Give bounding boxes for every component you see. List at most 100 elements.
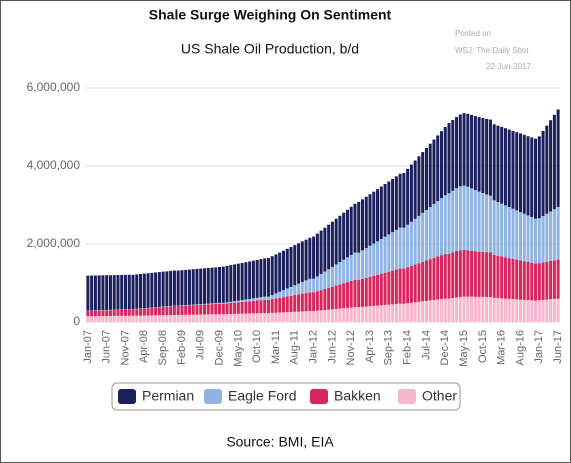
bar-segment	[123, 309, 128, 316]
bar-segment	[312, 236, 316, 279]
bar-segment	[116, 275, 120, 310]
bar-segment	[383, 184, 387, 237]
bar-segment	[187, 314, 191, 322]
bar-segment	[466, 186, 470, 251]
bar-segment	[315, 291, 319, 311]
bar-segment	[319, 230, 323, 274]
bar-segment	[184, 305, 188, 315]
bar-segment	[530, 217, 534, 263]
bar-segment	[522, 213, 526, 262]
bar-segment	[443, 253, 447, 299]
x-tick-label: Jun-12	[326, 330, 338, 364]
bar-segment	[229, 314, 233, 322]
bar-segment	[511, 299, 515, 322]
bar-segment	[293, 295, 297, 312]
bar-segment	[409, 265, 413, 303]
bar-segment	[86, 275, 90, 311]
bar-segment	[402, 227, 406, 269]
bar-segment	[187, 269, 191, 305]
bar-segment	[297, 311, 301, 322]
bar-segment	[402, 303, 406, 322]
bar-segment	[488, 195, 492, 253]
bar-segment	[214, 303, 218, 315]
annotation: WSJ: The Daily Shot	[455, 46, 529, 55]
legend-swatch	[398, 389, 416, 404]
bar-segment	[218, 314, 222, 322]
bar-segment	[255, 297, 259, 301]
bar-segment	[120, 274, 124, 310]
bar-segment	[199, 304, 203, 305]
bar-segment	[409, 302, 413, 322]
bar-segment	[394, 303, 398, 322]
bar-segment	[120, 309, 124, 316]
bar-segment	[221, 303, 225, 315]
bar-segment	[398, 268, 402, 304]
bar-segment	[195, 304, 199, 305]
bar-segment	[338, 284, 342, 309]
bar-segment	[522, 261, 526, 300]
bar-segment	[530, 262, 534, 301]
bar-segment	[120, 315, 124, 322]
bar-segment	[285, 288, 289, 297]
bar-segment	[236, 300, 240, 303]
bar-segment	[172, 270, 176, 306]
bar-segment	[541, 262, 545, 300]
bar-segment	[274, 298, 278, 313]
bar-segment	[353, 252, 357, 280]
bar-segment	[323, 310, 327, 322]
bar-segment	[236, 302, 240, 314]
bar-segment	[229, 265, 233, 302]
bar-segment	[462, 296, 466, 322]
bar-segment	[327, 224, 331, 270]
bar-segment	[233, 313, 237, 322]
bar-segment	[515, 210, 519, 260]
bar-segment	[500, 203, 504, 257]
x-tick-label: Nov-12	[345, 330, 357, 365]
bar-segment	[477, 296, 481, 322]
bar-segment	[451, 190, 455, 253]
bar-segment	[349, 281, 353, 308]
bar-segment	[195, 314, 199, 322]
bar-segment	[176, 314, 180, 322]
bar-segment	[142, 273, 146, 309]
bar-segment	[349, 307, 353, 322]
x-tick-label: Jul-09	[195, 330, 207, 360]
bar-segment	[165, 315, 169, 322]
bar-segment	[485, 194, 489, 253]
bar-segment	[225, 265, 229, 303]
bar-segment	[285, 248, 289, 289]
bar-segment	[323, 227, 327, 272]
bar-segment	[105, 310, 109, 316]
bar-segment	[391, 232, 395, 271]
bar-segment	[500, 126, 504, 204]
bar-segment	[210, 303, 214, 305]
bar-segment	[458, 114, 462, 187]
bar-segment	[458, 297, 462, 322]
bar-segment	[176, 306, 180, 315]
bar-segment	[304, 280, 308, 294]
legend-label: Permian	[142, 388, 194, 404]
bar-segment	[157, 307, 161, 316]
bar-segment	[473, 296, 477, 322]
bar-segment	[481, 251, 485, 297]
bar-segment	[488, 119, 492, 196]
bar-segment	[360, 278, 365, 307]
bar-segment	[248, 301, 252, 314]
bar-segment	[537, 300, 541, 322]
bar-segment	[413, 264, 417, 303]
bar-segment	[274, 293, 278, 299]
bar-segment	[526, 215, 530, 263]
bar-segment	[439, 255, 444, 300]
bar-segment	[500, 298, 504, 322]
bar-segment	[150, 307, 154, 316]
bar-segment	[477, 117, 481, 192]
bar-segment	[436, 201, 440, 257]
legend-swatch	[204, 389, 222, 404]
bar-segment	[496, 255, 500, 299]
bar-segment	[526, 300, 530, 322]
bar-segment	[470, 114, 474, 189]
bar-segment	[248, 313, 252, 322]
bar-segment	[458, 250, 462, 298]
bar-segment	[240, 313, 244, 322]
bar-segment	[327, 269, 331, 288]
